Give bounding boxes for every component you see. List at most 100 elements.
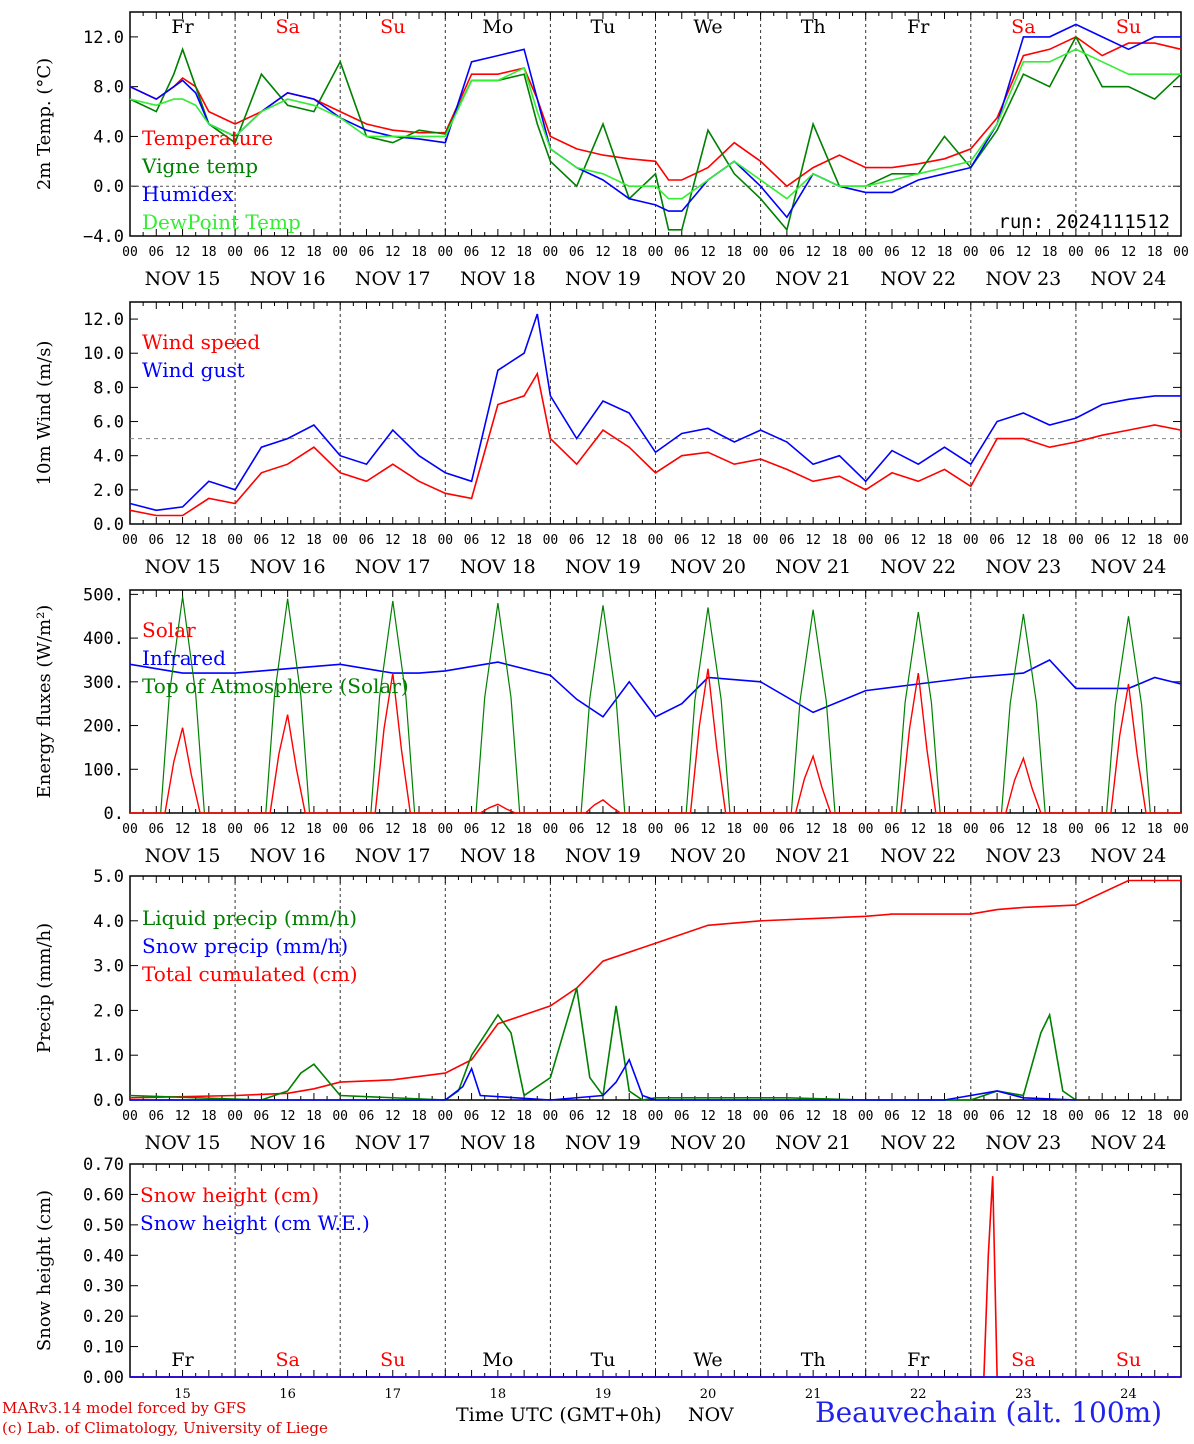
hour-tick-label: 06 xyxy=(674,822,690,837)
legend-entry: Humidex xyxy=(142,182,234,206)
hour-tick-label: 12 xyxy=(1121,822,1137,837)
hour-tick-label: 00 xyxy=(543,822,559,837)
hour-tick-label: 00 xyxy=(963,1109,979,1124)
hour-tick-label: 00 xyxy=(1068,245,1084,260)
hour-tick-label: 06 xyxy=(148,245,164,260)
hour-tick-label: 06 xyxy=(359,822,375,837)
date-label: NOV 15 xyxy=(145,556,221,578)
hour-tick-label: 00 xyxy=(858,533,874,548)
y-tick-label: 5.0 xyxy=(93,867,124,887)
hour-tick-label: 12 xyxy=(175,822,191,837)
dewpoint-temp-line xyxy=(129,48,1181,200)
weekday-label: We xyxy=(693,1349,722,1371)
legend-entry: Solar xyxy=(142,618,196,642)
date-label: NOV 18 xyxy=(460,1132,536,1154)
hour-tick-label: 18 xyxy=(516,245,532,260)
hour-tick-label: 18 xyxy=(832,533,848,548)
humidex-line xyxy=(129,23,1181,219)
hour-tick-label: 12 xyxy=(490,533,506,548)
hour-tick-label: 18 xyxy=(832,1109,848,1124)
weekday-label: Sa xyxy=(1011,16,1035,38)
hour-tick-label: 12 xyxy=(805,245,821,260)
hour-tick-label: 06 xyxy=(569,1109,585,1124)
hour-tick-label: 18 xyxy=(726,822,742,837)
hour-tick-label: 12 xyxy=(175,533,191,548)
hour-tick-label: 06 xyxy=(884,533,900,548)
hour-tick-label: 06 xyxy=(148,822,164,837)
date-label: NOV 17 xyxy=(355,845,431,867)
date-label: NOV 23 xyxy=(985,268,1061,290)
hour-tick-label: 12 xyxy=(700,1109,716,1124)
date-label: NOV 15 xyxy=(145,845,221,867)
hour-tick-label: 00 xyxy=(1173,1109,1189,1124)
date-label: NOV 17 xyxy=(355,556,431,578)
hour-tick-label: 12 xyxy=(280,533,296,548)
hour-tick-label: 12 xyxy=(805,822,821,837)
hour-tick-label: 12 xyxy=(280,1109,296,1124)
run-label: run: 2024111512 xyxy=(998,211,1170,233)
hour-tick-label: 12 xyxy=(385,1109,401,1124)
weekday-label: We xyxy=(693,16,722,38)
hour-tick-label: 06 xyxy=(569,822,585,837)
hour-tick-label: 00 xyxy=(227,1109,243,1124)
hour-tick-label: 18 xyxy=(306,533,322,548)
hour-tick-label: 00 xyxy=(543,245,559,260)
legend-entry: Snow height (cm) xyxy=(140,1183,319,1207)
weekday-label: Th xyxy=(801,16,826,38)
plot-frame xyxy=(129,11,1182,237)
hour-tick-label: 12 xyxy=(1121,533,1137,548)
hour-tick-label: 00 xyxy=(332,245,348,260)
date-label: NOV 16 xyxy=(250,1132,326,1154)
hour-tick-label: 06 xyxy=(989,533,1005,548)
hour-tick-label: 06 xyxy=(1094,822,1110,837)
plot-frame xyxy=(129,589,1182,814)
hour-tick-label: 18 xyxy=(621,1109,637,1124)
y-axis-title: Energy fluxes (W/m²) xyxy=(34,605,55,799)
date-label: NOV 17 xyxy=(355,268,431,290)
weekday-label: Su xyxy=(1116,1349,1141,1371)
hour-tick-label: 06 xyxy=(464,1109,480,1124)
day-number-label: 17 xyxy=(384,1387,401,1402)
weekday-label: Mo xyxy=(482,1349,513,1371)
weekday-label: Tu xyxy=(590,16,615,38)
y-tick-label: 0.0 xyxy=(93,1091,124,1111)
hour-tick-label: 12 xyxy=(280,245,296,260)
hour-tick-label: 18 xyxy=(1147,822,1163,837)
hour-tick-label: 18 xyxy=(1042,1109,1058,1124)
date-label: NOV 21 xyxy=(775,845,851,867)
hour-tick-label: 06 xyxy=(989,245,1005,260)
hour-tick-label: 00 xyxy=(1068,1109,1084,1124)
hour-tick-label: 06 xyxy=(359,533,375,548)
hour-tick-label: 06 xyxy=(148,1109,164,1124)
y-axis-title: 2m Temp. (°C) xyxy=(34,58,55,190)
hour-tick-label: 18 xyxy=(621,533,637,548)
y-tick-label: 6.0 xyxy=(93,413,124,433)
y-axis-title: Snow height (cm) xyxy=(34,1190,55,1351)
weekday-label: Th xyxy=(801,1349,826,1371)
hour-tick-label: 00 xyxy=(963,245,979,260)
date-label: NOV 22 xyxy=(880,1132,956,1154)
hour-tick-label: 06 xyxy=(674,245,690,260)
hour-tick-label: 12 xyxy=(1121,245,1137,260)
hour-tick-label: 00 xyxy=(332,822,348,837)
date-label: NOV 18 xyxy=(460,556,536,578)
day-number-label: 18 xyxy=(490,1387,507,1402)
date-label: NOV 20 xyxy=(670,268,746,290)
y-tick-label: 200. xyxy=(83,717,124,737)
hour-tick-label: 18 xyxy=(937,822,953,837)
hour-tick-label: 12 xyxy=(805,1109,821,1124)
hour-tick-label: 18 xyxy=(1147,533,1163,548)
y-tick-label: 8.0 xyxy=(93,378,124,398)
hour-tick-label: 12 xyxy=(385,533,401,548)
hour-tick-label: 18 xyxy=(1042,822,1058,837)
y-tick-label: 1.0 xyxy=(93,1046,124,1066)
hour-tick-label: 12 xyxy=(490,1109,506,1124)
weekday-label: Fr xyxy=(907,16,930,38)
hour-tick-label: 18 xyxy=(1042,245,1058,260)
day-number-label: 21 xyxy=(805,1387,822,1402)
hour-tick-label: 00 xyxy=(648,245,664,260)
hour-tick-label: 18 xyxy=(937,533,953,548)
hour-tick-label: 00 xyxy=(648,1109,664,1124)
hour-tick-label: 18 xyxy=(201,245,217,260)
